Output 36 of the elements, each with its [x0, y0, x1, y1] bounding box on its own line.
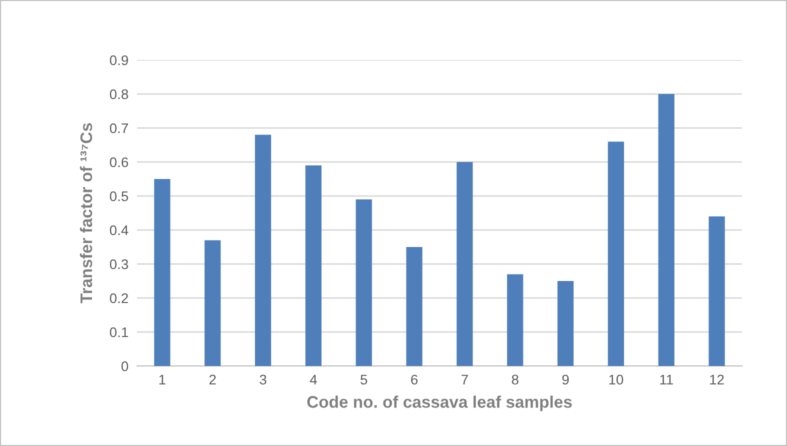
bar [658, 94, 674, 366]
y-tick-label: 0.6 [110, 157, 128, 168]
x-tick-label: 7 [462, 374, 468, 384]
bar [154, 179, 170, 366]
y-tick-label: 0.5 [110, 191, 128, 202]
x-tick-label: 6 [411, 374, 418, 385]
y-tick-label: 0.1 [110, 327, 128, 338]
x-tick-label: 1 [159, 374, 166, 384]
y-tick-label: 0.2 [110, 293, 128, 304]
y-tick-label: 0.7 [110, 123, 128, 134]
x-tick-label: 11 [660, 374, 673, 384]
y-axis-title: Transfer factor of ¹³⁷Cs [80, 123, 92, 304]
x-tick-label: 9 [562, 374, 569, 385]
x-tick-label: 5 [360, 374, 368, 385]
x-tick-label: 3 [260, 374, 266, 385]
y-tick-label: 0.3 [110, 259, 128, 270]
x-tick-label: 4 [310, 374, 317, 384]
bar [507, 274, 524, 366]
bar [406, 247, 422, 366]
y-tick-label: 0.8 [110, 89, 128, 100]
y-tick-label: 0 [121, 361, 128, 372]
x-tick-label: 12 [710, 374, 724, 384]
y-tick-label: 0.4 [110, 225, 128, 236]
bar [608, 142, 624, 366]
x-axis-title: Code no. of cassava leaf samples [307, 396, 572, 412]
x-tick-label: 10 [609, 374, 624, 385]
bar [204, 240, 221, 366]
bar [708, 216, 725, 366]
bar [356, 199, 372, 366]
x-tick-label: 2 [209, 374, 216, 384]
bar [557, 281, 574, 366]
bar [254, 134, 272, 366]
bar [456, 162, 473, 366]
bar [305, 165, 322, 366]
x-tick-label: 8 [512, 374, 518, 385]
y-tick-label: 0.9 [110, 55, 128, 66]
